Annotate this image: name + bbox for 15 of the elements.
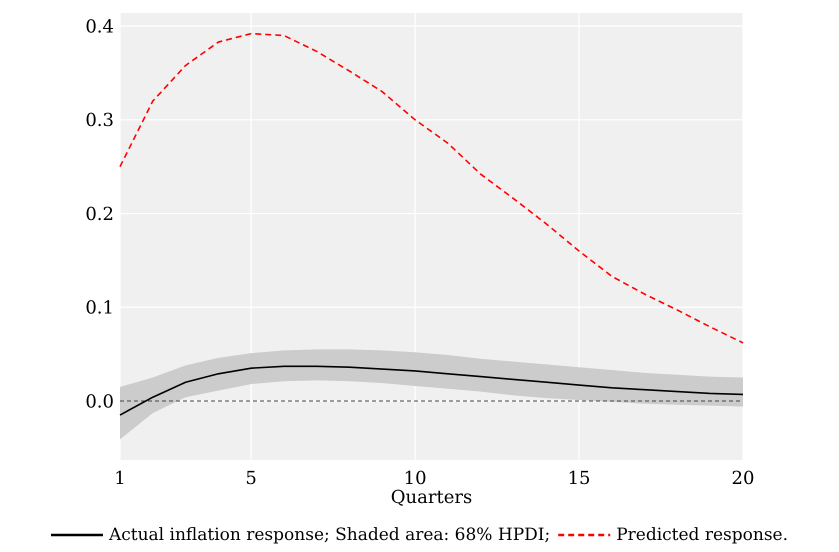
x-tick-label: 15 — [568, 468, 591, 489]
x-tick-label: 20 — [732, 468, 754, 489]
x-tick-label: 5 — [245, 468, 257, 489]
x-tick-label: 10 — [404, 468, 427, 489]
legend-label: Predicted response. — [616, 525, 788, 545]
y-tick-label: 0.3 — [85, 110, 114, 132]
line-series — [119, 32, 744, 344]
y-tick-label: 0.0 — [85, 391, 114, 412]
x-axis-title: Quarters — [390, 487, 472, 508]
legend-label: Actual inflation response; Shaded area: 68% HPDI; — [108, 525, 550, 545]
y-tick-label: 0.1 — [85, 298, 114, 319]
line-series — [119, 365, 744, 416]
y-tick-label: 0.4 — [85, 16, 114, 38]
x-tick-label: 1 — [114, 468, 126, 489]
y-tick-label: 0.2 — [85, 204, 114, 225]
